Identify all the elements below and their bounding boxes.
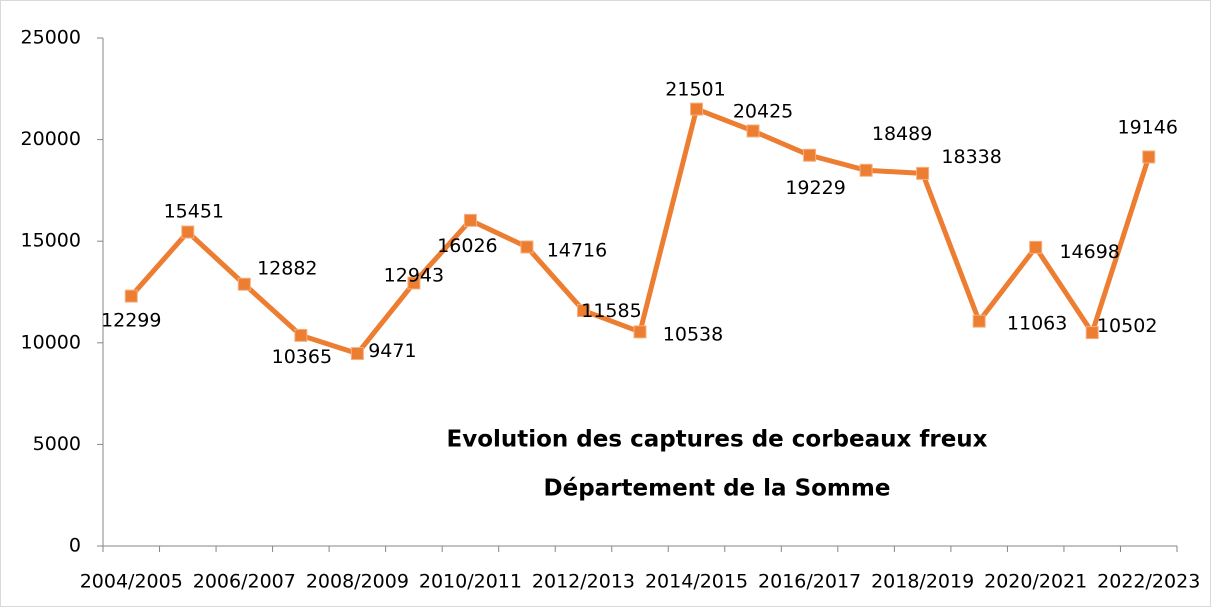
data-label: 16026 bbox=[437, 235, 497, 257]
data-label: 20425 bbox=[733, 100, 793, 122]
data-label: 10502 bbox=[1097, 315, 1157, 337]
data-marker bbox=[859, 163, 873, 177]
data-marker bbox=[1085, 326, 1099, 340]
data-marker bbox=[237, 277, 251, 291]
data-marker bbox=[294, 328, 308, 342]
data-label: 12943 bbox=[384, 264, 444, 286]
x-tick-label: 2020/2021 bbox=[984, 571, 1087, 593]
data-marker bbox=[181, 225, 195, 239]
data-marker bbox=[803, 148, 817, 162]
x-tick-label: 2022/2023 bbox=[1097, 571, 1200, 593]
data-label: 12299 bbox=[101, 310, 161, 332]
data-label: 18489 bbox=[872, 123, 932, 145]
y-tick-label: 20000 bbox=[21, 128, 81, 150]
x-tick-label: 2012/2013 bbox=[532, 571, 635, 593]
x-tick-label: 2010/2011 bbox=[419, 571, 522, 593]
x-tick-label: 2004/2005 bbox=[80, 571, 183, 593]
data-label: 10365 bbox=[272, 346, 332, 368]
x-tick-label: 2006/2007 bbox=[193, 571, 296, 593]
y-tick-label: 0 bbox=[69, 535, 81, 557]
data-label: 9471 bbox=[368, 340, 416, 362]
data-marker bbox=[407, 276, 421, 290]
data-label: 18338 bbox=[941, 146, 1001, 168]
data-marker bbox=[1142, 150, 1156, 164]
data-marker bbox=[972, 314, 986, 328]
chart-subtitle: Département de la Somme bbox=[544, 476, 891, 502]
x-tick-label: 2018/2019 bbox=[871, 571, 974, 593]
data-label: 14698 bbox=[1059, 241, 1119, 263]
data-label: 15451 bbox=[164, 201, 224, 223]
y-tick-label: 25000 bbox=[21, 27, 81, 49]
data-label: 11063 bbox=[1007, 313, 1067, 335]
data-label: 10538 bbox=[663, 323, 723, 345]
data-label: 11585 bbox=[581, 300, 641, 322]
data-marker bbox=[124, 289, 138, 303]
y-tick-label: 5000 bbox=[33, 433, 81, 455]
x-tick-label: 2016/2017 bbox=[758, 571, 861, 593]
data-marker bbox=[746, 124, 760, 138]
data-marker bbox=[1029, 240, 1043, 254]
data-marker bbox=[520, 240, 534, 254]
data-label: 19146 bbox=[1118, 116, 1178, 138]
data-label: 12882 bbox=[257, 258, 317, 280]
data-marker bbox=[916, 166, 930, 180]
x-tick-label: 2008/2009 bbox=[306, 571, 409, 593]
data-marker bbox=[633, 325, 647, 339]
data-marker bbox=[463, 213, 477, 227]
data-marker bbox=[576, 304, 590, 318]
y-tick-label: 10000 bbox=[21, 331, 81, 353]
data-label: 14716 bbox=[547, 239, 607, 261]
x-tick-label: 2014/2015 bbox=[645, 571, 748, 593]
chart-title: Evolution des captures de corbeaux freux bbox=[446, 427, 987, 453]
y-tick-label: 15000 bbox=[21, 230, 81, 252]
data-label: 21501 bbox=[665, 79, 725, 101]
data-label: 19229 bbox=[785, 177, 845, 199]
data-marker bbox=[350, 347, 364, 361]
data-marker bbox=[690, 102, 704, 116]
